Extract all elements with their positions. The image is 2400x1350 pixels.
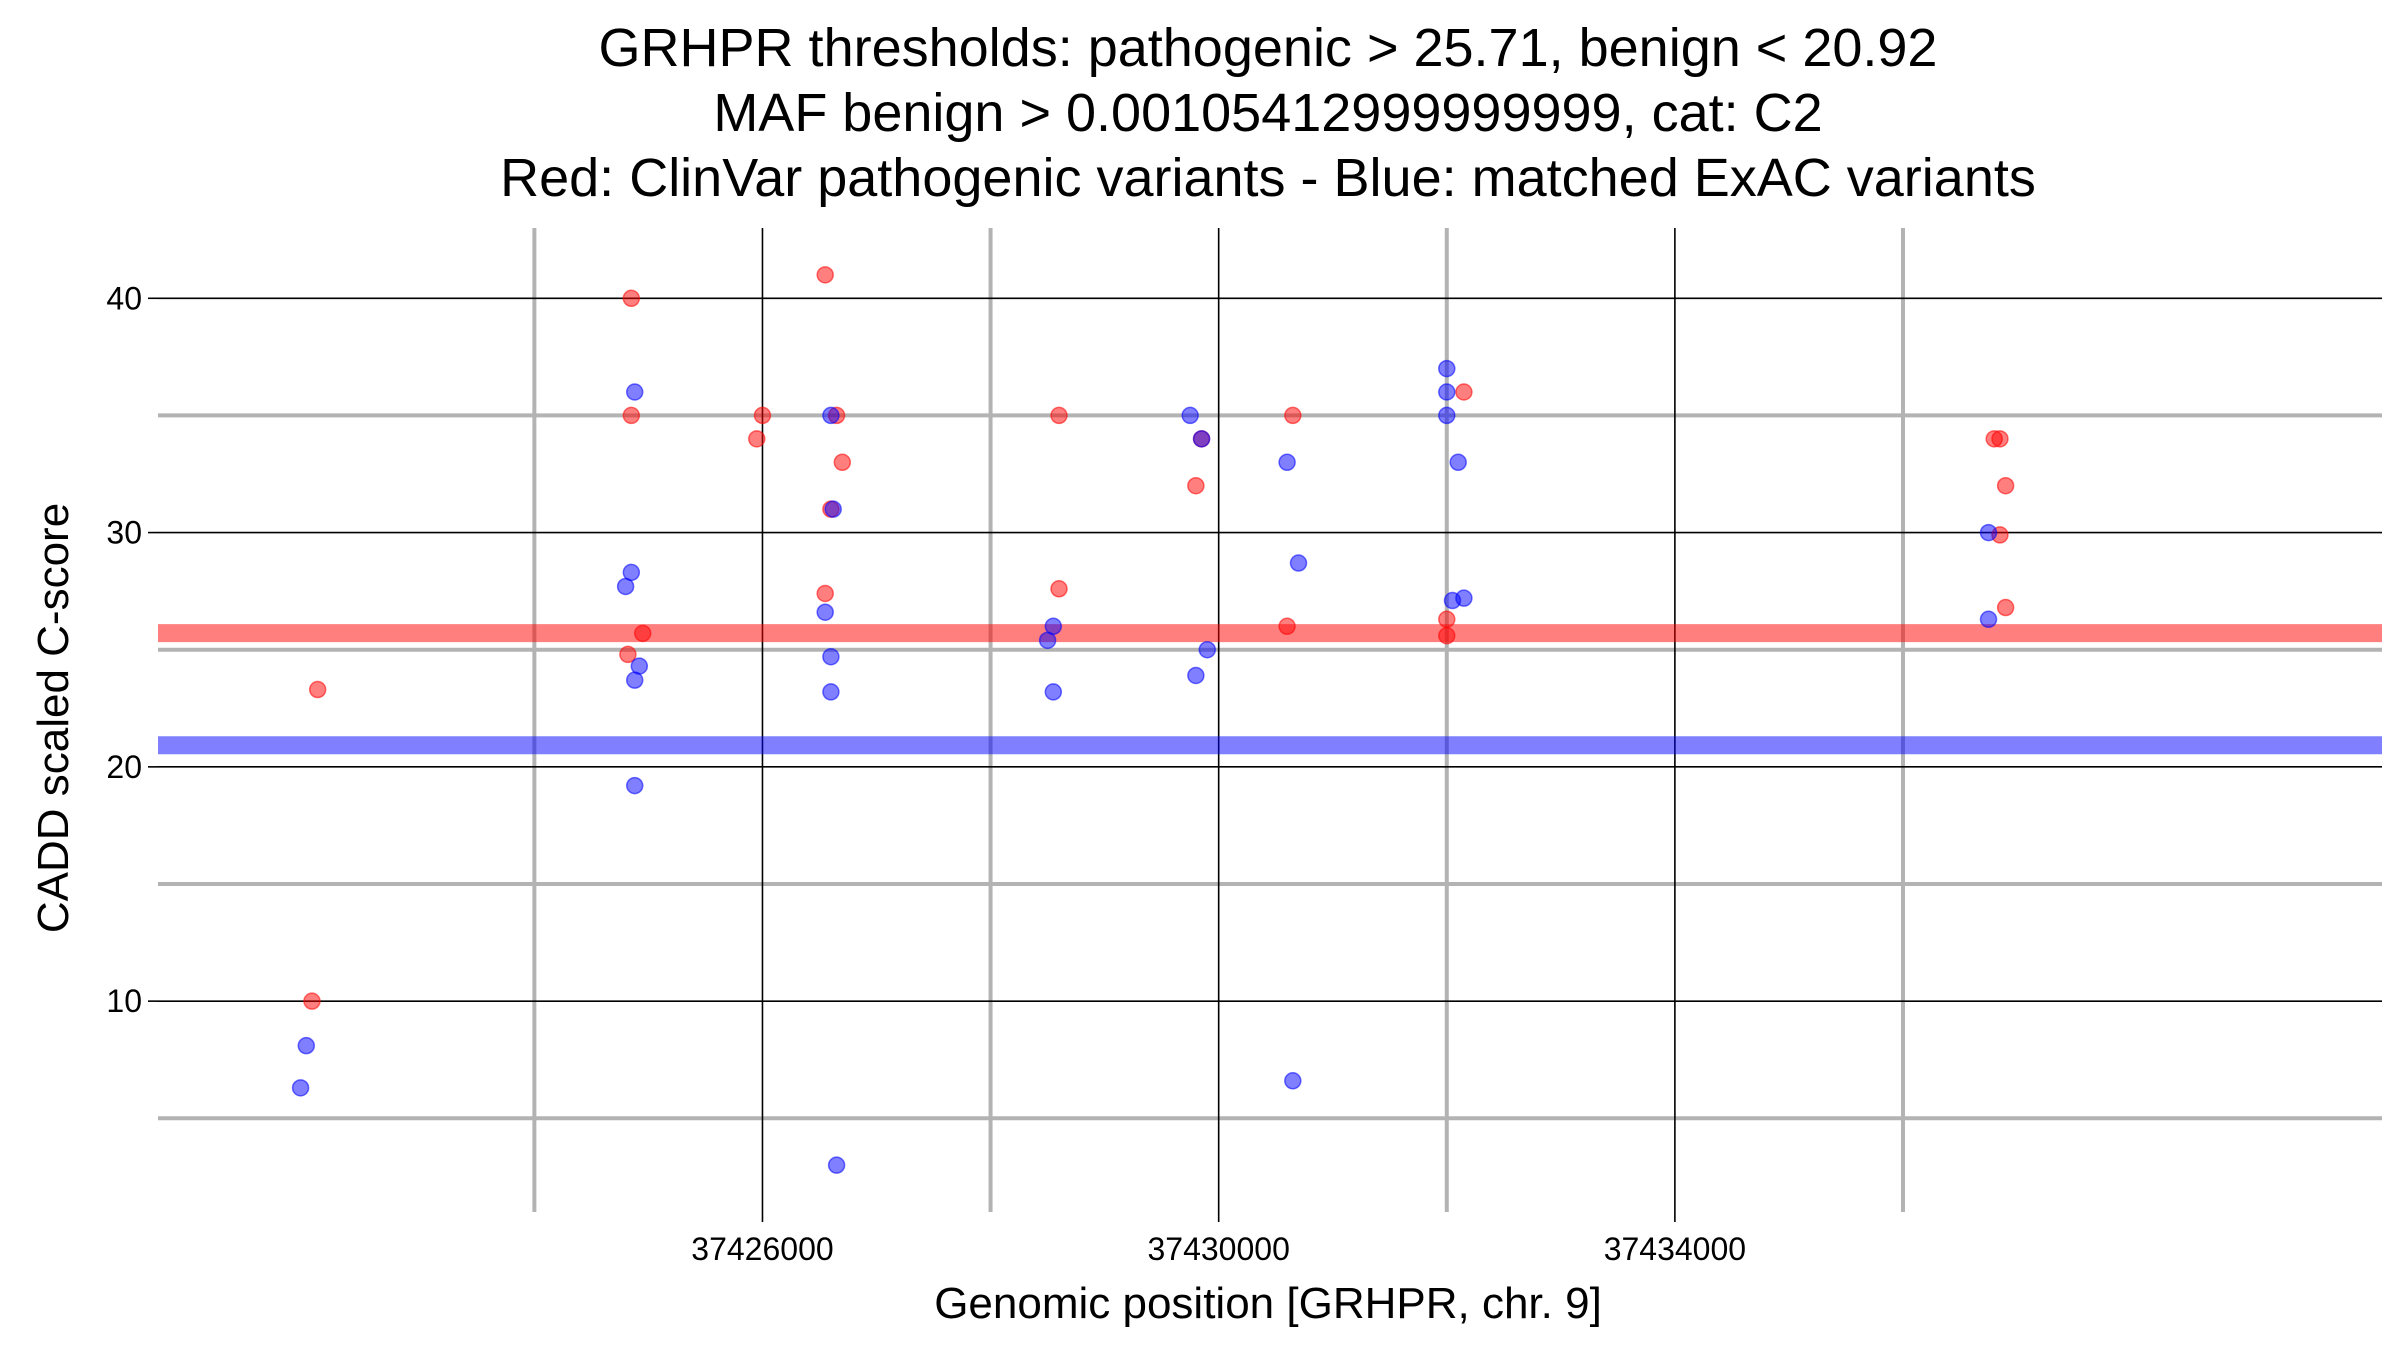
pathogenic-variant-point <box>1991 430 2009 448</box>
benign-variant-point <box>1438 406 1456 425</box>
pathogenic-variant-point <box>633 624 652 643</box>
benign-variant-point <box>1284 1072 1302 1090</box>
pathogenic-variant-point <box>308 680 327 699</box>
pathogenic-variant-point <box>1050 580 1068 598</box>
y-tick-label: 30 <box>106 515 142 551</box>
x-axis-ticks: 37426000 37430000 37434000 <box>691 1212 1746 1267</box>
benign-variant-point <box>1289 554 1308 572</box>
pathogenic-variant-point <box>1187 476 1205 495</box>
benign-variant-point <box>822 406 840 425</box>
x-tick-label: 37434000 <box>1604 1231 1746 1267</box>
benign-variant-point <box>1979 610 1998 629</box>
pathogenic-variant-point <box>1438 626 1456 645</box>
y-tick-label: 40 <box>106 280 142 316</box>
benign-variant-point <box>622 563 641 582</box>
x-tick-label: 37430000 <box>1147 1231 1289 1267</box>
benign-variant-point <box>822 683 840 701</box>
pathogenic-variant-point <box>622 406 641 425</box>
chart-title-line-1: GRHPR thresholds: pathogenic > 25.71, be… <box>599 18 1938 78</box>
pathogenic-variant-point <box>1050 406 1068 425</box>
pathogenic-variant-point <box>816 584 834 603</box>
pathogenic-variant-point <box>1996 598 2015 617</box>
pathogenic-variant-point <box>816 266 834 284</box>
benign-variant-point <box>1438 383 1456 401</box>
benign-variant-point <box>1192 430 1211 448</box>
pathogenic-variant-point <box>1438 610 1456 629</box>
benign-variant-point <box>816 603 834 621</box>
benign-variant-point <box>1278 453 1296 472</box>
chart-title-line-3: Red: ClinVar pathogenic variants - Blue:… <box>500 148 2036 208</box>
y-axis-ticks: 10 20 30 40 <box>106 280 158 1019</box>
benign-variant-point <box>1044 617 1063 636</box>
benign-variant-point <box>1979 523 1998 542</box>
pathogenic-variant-point <box>748 430 766 448</box>
pathogenic-variant-point <box>303 992 321 1010</box>
y-tick-label: 10 <box>106 983 142 1019</box>
threshold-lines <box>158 624 2382 755</box>
benign-variant-point <box>822 647 840 666</box>
pathogenic-variant-point <box>833 453 852 472</box>
y-axis-label: CADD scaled C-score <box>29 503 78 933</box>
benign-variant-point <box>625 776 644 795</box>
benign-variant-point <box>1455 589 1473 607</box>
benign-variant-point <box>1181 406 1199 425</box>
benign-variant-point <box>297 1036 316 1055</box>
y-tick-label: 20 <box>106 749 142 785</box>
pathogenic-variant-point <box>619 645 637 664</box>
pathogenic-variant-point <box>753 406 772 425</box>
chart-title-line-2: MAF benign > 0.00105412999999999, cat: C… <box>713 83 1822 143</box>
benign-variant-point <box>291 1079 310 1097</box>
benign-variant-point <box>1438 359 1456 378</box>
benign-variant-point <box>1044 683 1063 701</box>
benign-variant-point <box>1198 640 1217 659</box>
benign-variant-point <box>1449 453 1467 472</box>
pathogenic-variant-point <box>1455 383 1473 401</box>
benign-variant-point <box>827 1156 846 1174</box>
pathogenic-variant-point <box>1278 617 1296 636</box>
major-gridlines <box>158 228 2382 1212</box>
pathogenic-variant-point <box>1996 476 2015 495</box>
pathogenic-variant-point <box>1284 406 1302 425</box>
pathogenic-variant-point <box>622 289 641 308</box>
benign-variant-point <box>625 383 644 401</box>
benign-variant-point <box>1187 666 1205 685</box>
data-points <box>291 266 2015 1174</box>
x-tick-label: 37426000 <box>691 1231 833 1267</box>
benign-variant-point <box>824 500 842 518</box>
benign-variant-point <box>630 657 649 675</box>
x-axis-label: Genomic position [GRHPR, chr. 9] <box>934 1279 1602 1328</box>
